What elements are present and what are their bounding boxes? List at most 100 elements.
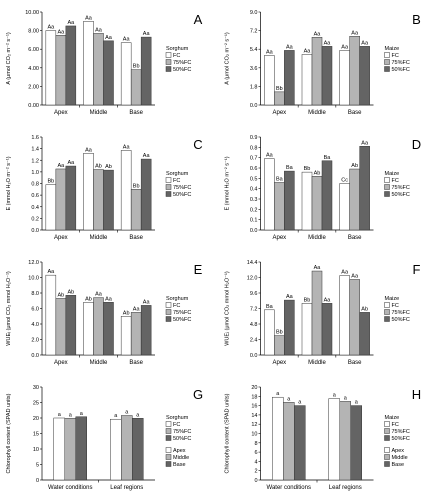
y-tick-label: 16 <box>251 404 257 410</box>
legend-swatch <box>165 461 172 467</box>
panel-letter: E <box>194 262 203 277</box>
y-tick-label: 2.4 <box>250 338 258 344</box>
bar-label: a <box>80 411 84 417</box>
y-tick-label: 0.0 <box>31 353 39 359</box>
bar <box>274 182 285 231</box>
y-tick-label: 4 <box>254 459 257 465</box>
bar <box>311 270 323 356</box>
bar <box>339 401 351 481</box>
bar <box>301 303 313 356</box>
bar <box>64 418 76 481</box>
x-category-label: Apex <box>54 360 68 366</box>
y-tick-label: 10.0 <box>28 276 39 282</box>
bar <box>339 183 350 231</box>
y-tick-label: 12.0 <box>247 276 258 282</box>
y-tick-label: 0.9 <box>250 135 258 141</box>
bar-label: a <box>298 400 302 406</box>
bar-label: Aa <box>143 153 151 159</box>
bar-label: Aa <box>314 31 322 37</box>
bar-label: Aa <box>351 273 359 279</box>
y-tick-label: 0.7 <box>250 156 258 162</box>
legend-swatch <box>165 316 172 322</box>
legend-label: Base <box>173 462 186 468</box>
y-tick-label: 0.8 <box>31 182 39 188</box>
bar <box>311 176 323 231</box>
bar <box>321 160 333 231</box>
bar <box>93 33 104 106</box>
bar-label: Aa <box>341 44 349 50</box>
legend-swatch <box>165 421 172 427</box>
y-tick-label: 0.3 <box>250 197 258 203</box>
y-tick-label: 20 <box>33 416 39 422</box>
legend-label: FC <box>392 53 399 59</box>
bar-label: a <box>355 400 359 406</box>
x-category-label: Apex <box>54 235 68 241</box>
y-tick-label: 0.8 <box>250 145 258 151</box>
legend-title: Maize <box>385 296 400 302</box>
y-tick-label: 2.0 <box>31 338 39 344</box>
bar-label: Aa <box>341 270 349 276</box>
bar <box>301 171 313 231</box>
x-category-label: Water conditions <box>267 485 311 491</box>
y-tick-label: 0.0 <box>250 353 258 359</box>
bar-label: Aa <box>324 297 332 303</box>
legend-label: 75%FC <box>173 185 191 191</box>
bar <box>55 298 67 356</box>
x-category-label: Base <box>129 235 143 241</box>
legend-label: FC <box>392 178 399 184</box>
panel-letter: G <box>193 387 203 402</box>
bar-label: Aa <box>47 269 55 275</box>
legend-label: 50%FC <box>173 436 191 442</box>
y-axis-label: E (mmol H₂O m⁻² s⁻¹) <box>225 156 231 210</box>
legend-label: FC <box>173 53 180 59</box>
legend-title: Sorghum <box>166 296 189 302</box>
y-axis-label: Chlorophyll content (SPAD units) <box>225 393 231 473</box>
legend-label: FC <box>173 178 180 184</box>
legend-label: Base <box>392 462 405 468</box>
y-tick-label: 1.6 <box>31 135 39 141</box>
bar-label: Aa <box>143 31 151 37</box>
bar-label: Aa <box>57 29 65 35</box>
y-tick-label: 9.0 <box>250 10 258 16</box>
bar <box>65 295 77 356</box>
bar <box>321 303 333 356</box>
bar <box>284 50 295 106</box>
bar <box>110 418 122 481</box>
bar <box>83 302 94 356</box>
bar-label: Aa <box>351 30 359 36</box>
legend-title: Maize <box>385 171 400 177</box>
legend-swatch <box>384 435 390 441</box>
y-tick-label: 1.0 <box>31 170 39 176</box>
y-axis-label: WUEᵢ (μmol CO₂ mmol H₂O⁻¹) <box>225 271 231 346</box>
y-tick-label: 9.6 <box>250 291 258 297</box>
bar-label: Aa <box>105 35 113 41</box>
bar <box>284 170 295 231</box>
y-tick-label: 18 <box>251 394 257 400</box>
bar <box>301 54 313 106</box>
y-tick-label: 8 <box>254 441 257 447</box>
legend-label: 75%FC <box>392 310 410 316</box>
bar <box>349 279 360 356</box>
bar-label: Ab <box>67 289 74 295</box>
panel-d: 0.0 0.1 0.2 0.3 0.4 0.5 0.6 0.7 0.8 0.9 E (mmol H₂… <box>225 135 422 241</box>
x-category-label: Water conditions <box>48 485 92 491</box>
bar-label: a <box>333 393 337 399</box>
bar-label: Ab <box>85 296 92 302</box>
bar <box>359 46 370 106</box>
bar-label: Aa <box>47 25 55 31</box>
bar-label: Aa <box>324 40 332 46</box>
y-tick-label: 0 <box>254 478 257 484</box>
bar-label: a <box>287 396 291 402</box>
panel-letter: B <box>412 12 421 27</box>
bar-label: Aa <box>286 294 294 300</box>
legend-label: 75%FC <box>173 429 191 435</box>
bar <box>45 184 57 231</box>
bar-label: Aa <box>266 49 274 55</box>
bar-label: Bb <box>276 86 283 92</box>
y-tick-label: 0.2 <box>250 207 258 213</box>
y-tick-label: 30 <box>33 385 39 391</box>
bar-label: Aa <box>314 265 322 271</box>
bar <box>264 55 275 106</box>
y-axis-label: WUEᵢ (μmol CO₂ mmol H₂O⁻¹) <box>6 271 12 346</box>
